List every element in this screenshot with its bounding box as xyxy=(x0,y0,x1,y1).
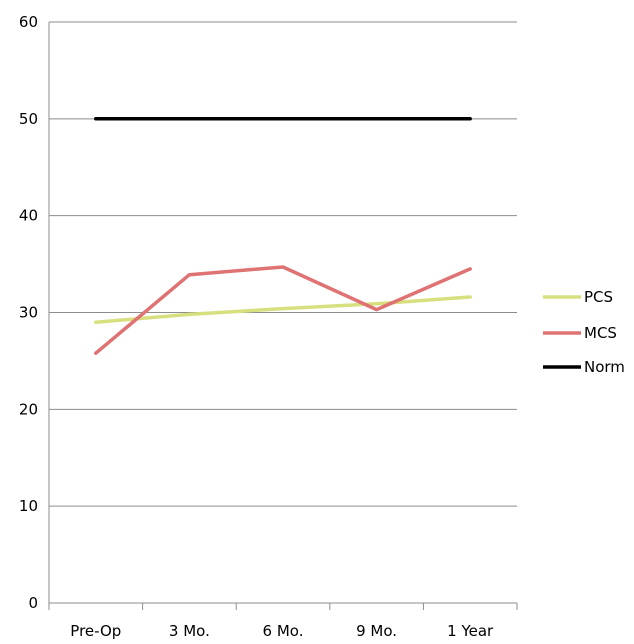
x-tick-label: Pre-Op xyxy=(70,622,121,640)
x-tick-label: 9 Mo. xyxy=(356,622,397,640)
x-tick-label: 3 Mo. xyxy=(169,622,210,640)
y-tick-label: 50 xyxy=(19,110,38,128)
axes: 0 10 20 30 40 50 60 Pre-Op 3 Mo. 6 Mo. 9 Mo. 1 Year xyxy=(19,13,517,640)
y-tick-label: 0 xyxy=(28,594,38,612)
x-tick-label: 1 Year xyxy=(447,622,494,640)
gridlines xyxy=(49,22,517,506)
series-lines xyxy=(96,119,471,354)
legend-label-norm: Norm xyxy=(584,358,625,376)
legend-label-mcs: MCS xyxy=(584,324,617,342)
y-tick-label: 20 xyxy=(19,400,38,418)
legend-label-pcs: PCS xyxy=(584,288,613,306)
series-line-pcs xyxy=(96,297,470,322)
y-tick-label: 40 xyxy=(19,207,38,225)
x-tick-label: 6 Mo. xyxy=(263,622,304,640)
y-tick-label: 60 xyxy=(19,13,38,31)
y-tick-label: 30 xyxy=(19,304,38,322)
legend: PCS MCS Norm xyxy=(543,288,625,376)
y-tick-label: 10 xyxy=(19,497,38,515)
